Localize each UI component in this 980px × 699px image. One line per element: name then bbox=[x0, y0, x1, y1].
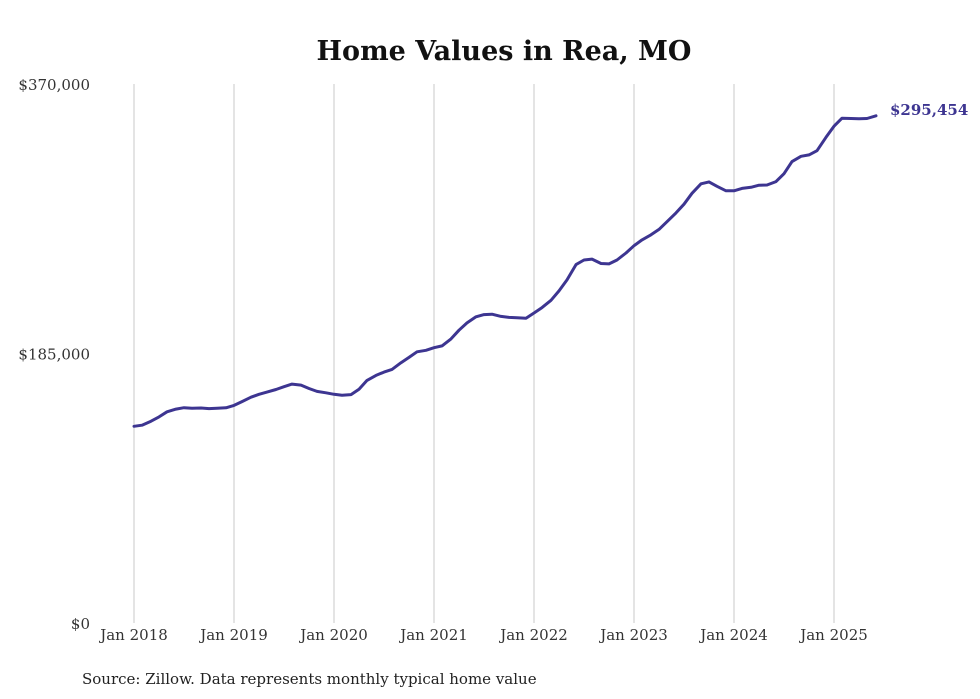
x-tick-label: Jan 2020 bbox=[298, 626, 368, 644]
source-note: Source: Zillow. Data represents monthly … bbox=[82, 670, 537, 688]
gridlines bbox=[133, 84, 835, 623]
home-value-line bbox=[132, 114, 878, 428]
end-value-label: $295,454 bbox=[890, 101, 968, 119]
x-tick-label: Jan 2019 bbox=[198, 626, 268, 644]
chart-title: Home Values in Rea, MO bbox=[317, 36, 692, 67]
x-tick-label: Jan 2024 bbox=[698, 626, 768, 644]
x-tick-label: Jan 2021 bbox=[398, 626, 468, 644]
x-tick-label: Jan 2022 bbox=[498, 626, 568, 644]
x-tick-label: Jan 2023 bbox=[598, 626, 668, 644]
x-tick-label: Jan 2018 bbox=[98, 626, 168, 644]
y-axis: $0 $185,000 $370,000 bbox=[18, 76, 90, 633]
x-tick-label: Jan 2025 bbox=[798, 626, 868, 644]
y-tick-label: $0 bbox=[71, 615, 90, 633]
y-tick-label: $370,000 bbox=[18, 76, 90, 94]
y-tick-label: $185,000 bbox=[18, 346, 90, 364]
x-axis: Jan 2018 Jan 2019 Jan 2020 Jan 2021 Jan 2022… bbox=[98, 626, 868, 644]
